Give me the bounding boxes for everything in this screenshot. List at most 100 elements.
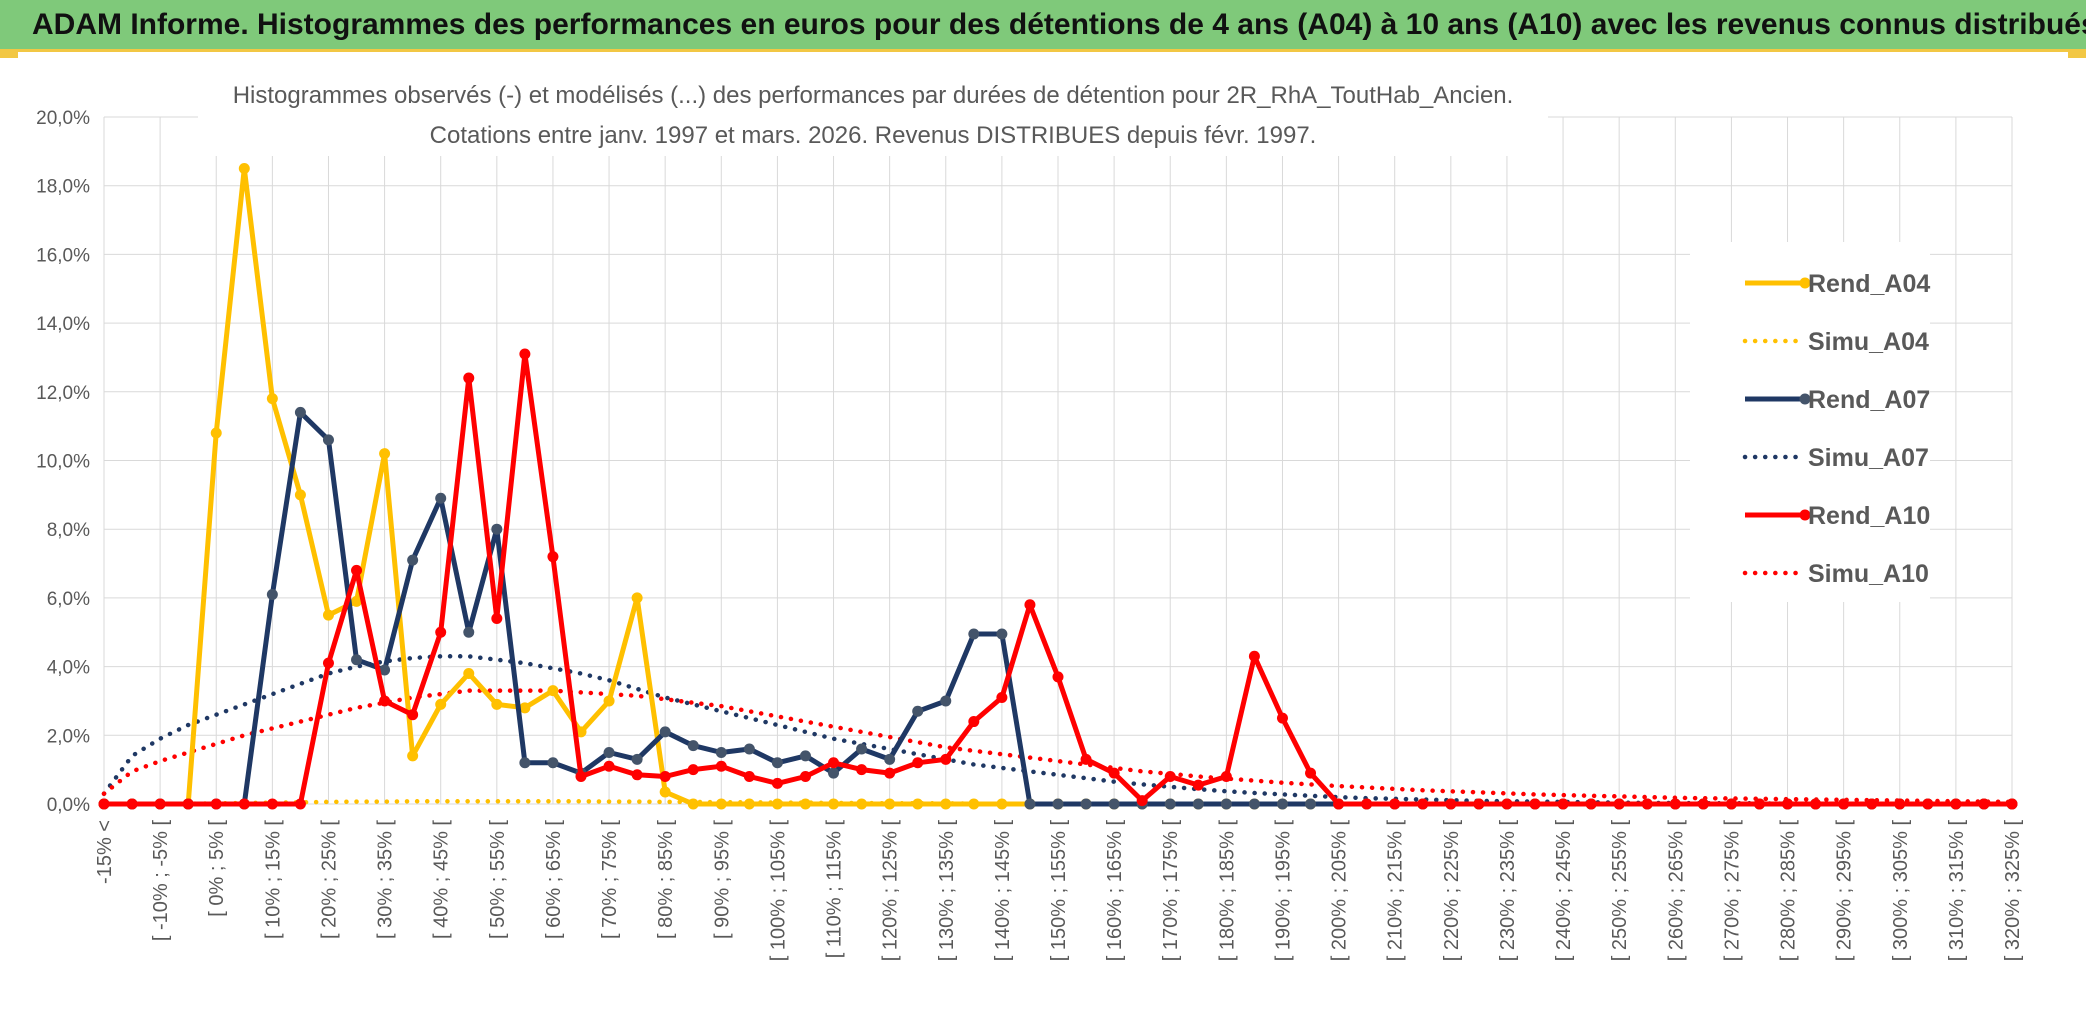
x-tick-label: [ 280% ; 285% [ bbox=[1778, 820, 1800, 962]
data-point-rend-a10 bbox=[799, 771, 811, 783]
data-point-rend-a04 bbox=[940, 798, 952, 810]
data-point-rend-a10 bbox=[631, 769, 643, 781]
data-point-rend-a04 bbox=[715, 798, 727, 810]
data-point-rend-a10 bbox=[1810, 798, 1822, 810]
x-tick-label: [ 320% ; 325% [ bbox=[2002, 820, 2024, 962]
x-axis: -15% < [ -10% ; -5% [[ 0% ; 5% [[ 10% ; 1… bbox=[94, 820, 2024, 962]
chart-title-block: Histogrammes observés (-) et modélisés (… bbox=[198, 72, 1548, 156]
data-point-rend-a10 bbox=[1838, 798, 1850, 810]
data-point-rend-a10 bbox=[98, 798, 110, 810]
data-point-rend-a07 bbox=[1164, 798, 1176, 810]
data-point-rend-a04 bbox=[238, 163, 250, 175]
x-tick-label: -15% < bbox=[94, 820, 116, 884]
data-point-rend-a07 bbox=[519, 757, 531, 769]
data-point-rend-a10 bbox=[1641, 798, 1653, 810]
data-point-rend-a10 bbox=[659, 771, 671, 783]
y-tick-label: 18,0% bbox=[36, 177, 90, 198]
data-point-rend-a10 bbox=[940, 753, 952, 765]
data-point-rend-a10 bbox=[182, 798, 194, 810]
x-tick-label: [ 310% ; 315% [ bbox=[1946, 820, 1968, 962]
x-tick-label: [ 130% ; 135% [ bbox=[936, 820, 958, 962]
data-point-rend-a10 bbox=[1585, 798, 1597, 810]
data-point-rend-a10 bbox=[715, 760, 727, 772]
x-tick-label: [ 270% ; 275% [ bbox=[1721, 820, 1743, 962]
y-tick-label: 4,0% bbox=[47, 658, 90, 679]
legend-label-simu-a07: Simu_A07 bbox=[1808, 444, 1929, 472]
y-axis: 0,0% 2,0% 4,0% 6,0% 8,0% 10,0% 12,0% 14,0% 16,0%… bbox=[36, 108, 90, 816]
data-point-rend-a10 bbox=[1978, 798, 1990, 810]
data-point-rend-a07 bbox=[1080, 798, 1092, 810]
data-point-rend-a10 bbox=[519, 348, 531, 360]
data-point-rend-a10 bbox=[1501, 798, 1513, 810]
data-point-rend-a10 bbox=[1782, 798, 1794, 810]
data-point-rend-a07 bbox=[996, 628, 1008, 640]
x-tick-label: [ 50% ; 55% [ bbox=[487, 820, 509, 939]
data-point-rend-a10 bbox=[1613, 798, 1625, 810]
data-point-rend-a04 bbox=[631, 592, 643, 604]
frame-corner-top-right bbox=[2068, 52, 2086, 58]
x-tick-label: [ 80% ; 85% [ bbox=[655, 820, 677, 939]
data-point-rend-a10 bbox=[1052, 671, 1064, 683]
data-point-rend-a07 bbox=[1305, 798, 1317, 810]
x-tick-label: [ 0% ; 5% [ bbox=[206, 820, 228, 917]
x-tick-label: [ 150% ; 155% [ bbox=[1048, 820, 1070, 962]
data-point-rend-a04 bbox=[210, 427, 222, 439]
data-point-rend-a10 bbox=[1669, 798, 1681, 810]
data-point-rend-a10 bbox=[1080, 753, 1092, 765]
x-tick-label: [ 180% ; 185% [ bbox=[1216, 820, 1238, 962]
data-point-rend-a07 bbox=[294, 406, 306, 418]
frame-corner-top-left bbox=[0, 52, 18, 58]
data-point-rend-a04 bbox=[912, 798, 924, 810]
legend-background bbox=[1690, 242, 1930, 602]
x-tick-label: [ 250% ; 255% [ bbox=[1609, 820, 1631, 962]
data-point-rend-a04 bbox=[547, 685, 559, 697]
data-point-rend-a10 bbox=[1276, 712, 1288, 724]
y-tick-label: 20,0% bbox=[36, 108, 90, 129]
data-point-rend-a07 bbox=[1192, 798, 1204, 810]
data-point-rend-a10 bbox=[1305, 767, 1317, 779]
data-point-rend-a04 bbox=[687, 798, 699, 810]
data-point-rend-a07 bbox=[547, 757, 559, 769]
data-point-rend-a04 bbox=[407, 750, 419, 762]
y-tick-label: 14,0% bbox=[36, 314, 90, 335]
data-point-rend-a10 bbox=[1922, 798, 1934, 810]
x-tick-label: [ 260% ; 265% [ bbox=[1665, 820, 1687, 962]
y-tick-label: 8,0% bbox=[47, 520, 90, 541]
x-tick-label: [ 60% ; 65% [ bbox=[543, 820, 565, 939]
data-point-rend-a07 bbox=[631, 753, 643, 765]
data-point-rend-a10 bbox=[2006, 798, 2018, 810]
data-point-rend-a07 bbox=[828, 767, 840, 779]
data-point-rend-a07 bbox=[1108, 798, 1120, 810]
data-point-rend-a10 bbox=[435, 626, 447, 638]
data-point-rend-a04 bbox=[856, 798, 868, 810]
x-tick-label: [ 170% ; 175% [ bbox=[1160, 820, 1182, 962]
data-point-rend-a10 bbox=[322, 657, 334, 669]
data-point-rend-a10 bbox=[771, 777, 783, 789]
data-point-rend-a07 bbox=[771, 757, 783, 769]
data-point-rend-a10 bbox=[1220, 771, 1232, 783]
data-point-rend-a07 bbox=[463, 626, 475, 638]
x-tick-label: [ 300% ; 305% [ bbox=[1890, 820, 1912, 962]
y-tick-label: 12,0% bbox=[36, 383, 90, 404]
data-point-rend-a04 bbox=[828, 798, 840, 810]
data-point-rend-a07 bbox=[351, 654, 363, 666]
data-point-rend-a07 bbox=[687, 740, 699, 752]
data-point-rend-a04 bbox=[884, 798, 896, 810]
data-point-rend-a10 bbox=[547, 551, 559, 563]
data-point-rend-a07 bbox=[1052, 798, 1064, 810]
legend-label-simu-a04: Simu_A04 bbox=[1808, 328, 1929, 356]
data-point-rend-a04 bbox=[743, 798, 755, 810]
data-point-rend-a10 bbox=[1753, 798, 1765, 810]
data-point-rend-a07 bbox=[379, 664, 391, 676]
x-tick-label: [ 100% ; 105% [ bbox=[767, 820, 789, 962]
data-point-rend-a10 bbox=[1248, 650, 1260, 662]
data-point-rend-a10 bbox=[575, 771, 587, 783]
data-point-rend-a04 bbox=[435, 698, 447, 710]
series-line-simu-a07 bbox=[101, 654, 2015, 807]
data-point-rend-a07 bbox=[407, 554, 419, 566]
data-point-rend-a10 bbox=[1697, 798, 1709, 810]
x-tick-label: [ 290% ; 295% [ bbox=[1834, 820, 1856, 962]
data-point-rend-a07 bbox=[968, 628, 980, 640]
data-point-rend-a10 bbox=[266, 798, 278, 810]
data-point-rend-a04 bbox=[379, 448, 391, 460]
